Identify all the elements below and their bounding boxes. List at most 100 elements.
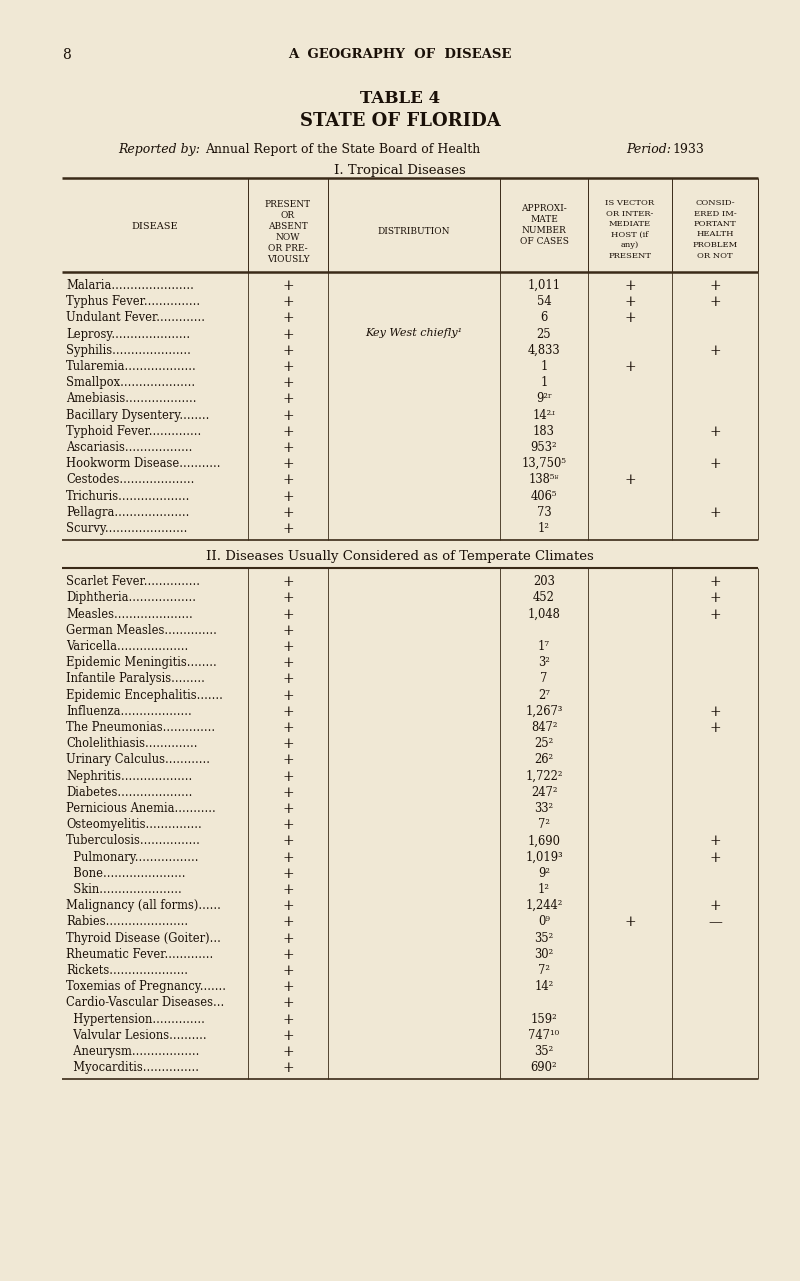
Text: +: + <box>282 1029 294 1043</box>
Text: +: + <box>624 916 636 930</box>
Text: 9²ʳ: 9²ʳ <box>536 392 552 405</box>
Text: Malaria......................: Malaria...................... <box>66 279 194 292</box>
Text: 1933: 1933 <box>672 143 704 156</box>
Text: +: + <box>282 624 294 638</box>
Text: +: + <box>709 851 721 865</box>
Text: 0⁹: 0⁹ <box>538 916 550 929</box>
Text: PRESENT: PRESENT <box>609 251 651 260</box>
Text: Period:: Period: <box>626 143 671 156</box>
Text: +: + <box>282 640 294 655</box>
Text: 1,690: 1,690 <box>527 834 561 848</box>
Text: +: + <box>282 819 294 833</box>
Text: Infantile Paralysis.........: Infantile Paralysis......... <box>66 673 205 685</box>
Text: NOW: NOW <box>276 233 300 242</box>
Text: 1,019³: 1,019³ <box>525 851 563 863</box>
Text: 1,011: 1,011 <box>527 279 561 292</box>
Text: 14²: 14² <box>534 980 554 993</box>
Text: +: + <box>282 489 294 503</box>
Text: Influenza...................: Influenza................... <box>66 705 192 717</box>
Text: Ascariasis..................: Ascariasis.................. <box>66 441 192 453</box>
Text: IS VECTOR: IS VECTOR <box>606 199 654 208</box>
Text: 1²: 1² <box>538 521 550 535</box>
Text: +: + <box>282 425 294 439</box>
Text: 1: 1 <box>540 377 548 389</box>
Text: VIOUSLY: VIOUSLY <box>266 255 310 264</box>
Text: 6: 6 <box>540 311 548 324</box>
Text: +: + <box>282 311 294 325</box>
Text: 35²: 35² <box>534 931 554 944</box>
Text: 690²: 690² <box>530 1061 558 1075</box>
Text: +: + <box>282 785 294 799</box>
Text: Tuberculosis................: Tuberculosis................ <box>66 834 201 848</box>
Text: 1⁷: 1⁷ <box>538 640 550 653</box>
Text: Undulant Fever.............: Undulant Fever............. <box>66 311 205 324</box>
Text: Cholelithiasis..............: Cholelithiasis.............. <box>66 737 198 751</box>
Text: Annual Report of the State Board of Health: Annual Report of the State Board of Heal… <box>205 143 480 156</box>
Text: +: + <box>282 474 294 487</box>
Text: Pernicious Anemia...........: Pernicious Anemia........... <box>66 802 216 815</box>
Text: Smallpox....................: Smallpox.................... <box>66 377 195 389</box>
Text: 13,750⁵: 13,750⁵ <box>522 457 566 470</box>
Text: Diphtheria..................: Diphtheria.................. <box>66 592 196 605</box>
Text: Osteomyelitis...............: Osteomyelitis............... <box>66 819 202 831</box>
Text: Urinary Calculus............: Urinary Calculus............ <box>66 753 210 766</box>
Text: PROBLEM: PROBLEM <box>692 241 738 249</box>
Text: +: + <box>709 457 721 471</box>
Text: +: + <box>282 441 294 455</box>
Text: +: + <box>282 689 294 702</box>
Text: ERED IM-: ERED IM- <box>694 210 736 218</box>
Text: +: + <box>282 948 294 962</box>
Text: Leprosy.....................: Leprosy..................... <box>66 328 190 341</box>
Text: A  GEOGRAPHY  OF  DISEASE: A GEOGRAPHY OF DISEASE <box>288 47 512 61</box>
Text: MATE: MATE <box>530 215 558 224</box>
Text: 7²: 7² <box>538 819 550 831</box>
Text: 7: 7 <box>540 673 548 685</box>
Text: Diabetes....................: Diabetes.................... <box>66 785 192 799</box>
Text: Nephritis...................: Nephritis................... <box>66 770 192 783</box>
Text: Scarlet Fever...............: Scarlet Fever............... <box>66 575 200 588</box>
Text: Typhus Fever...............: Typhus Fever............... <box>66 295 200 309</box>
Text: 953²: 953² <box>530 441 558 453</box>
Text: German Measles..............: German Measles.............. <box>66 624 217 637</box>
Text: +: + <box>709 705 721 719</box>
Text: 25: 25 <box>537 328 551 341</box>
Text: +: + <box>282 1045 294 1059</box>
Text: TABLE 4: TABLE 4 <box>360 90 440 108</box>
Text: Tularemia...................: Tularemia................... <box>66 360 197 373</box>
Text: Varicella...................: Varicella................... <box>66 640 188 653</box>
Text: +: + <box>282 575 294 589</box>
Text: +: + <box>282 1061 294 1075</box>
Text: +: + <box>282 931 294 945</box>
Text: 452: 452 <box>533 592 555 605</box>
Text: +: + <box>624 295 636 309</box>
Text: +: + <box>709 575 721 589</box>
Text: Hypertension..............: Hypertension.............. <box>66 1012 205 1026</box>
Text: +: + <box>282 802 294 816</box>
Text: 25²: 25² <box>534 737 554 751</box>
Text: 1,244²: 1,244² <box>526 899 562 912</box>
Text: +: + <box>709 295 721 309</box>
Text: +: + <box>282 592 294 606</box>
Text: DISTRIBUTION: DISTRIBUTION <box>378 227 450 236</box>
Text: 30²: 30² <box>534 948 554 961</box>
Text: Typhoid Fever..............: Typhoid Fever.............. <box>66 425 202 438</box>
Text: 26²: 26² <box>534 753 554 766</box>
Text: Pulmonary.................: Pulmonary................. <box>66 851 198 863</box>
Text: +: + <box>282 980 294 994</box>
Text: +: + <box>282 965 294 977</box>
Text: Bacillary Dysentery........: Bacillary Dysentery........ <box>66 409 210 421</box>
Text: +: + <box>282 607 294 621</box>
Text: +: + <box>282 916 294 930</box>
Text: HOST (if: HOST (if <box>611 231 649 238</box>
Text: +: + <box>709 343 721 357</box>
Text: PORTANT: PORTANT <box>694 220 736 228</box>
Text: DISEASE: DISEASE <box>132 222 178 231</box>
Text: STATE OF FLORIDA: STATE OF FLORIDA <box>300 111 500 129</box>
Text: Epidemic Encephalitis.......: Epidemic Encephalitis....... <box>66 689 223 702</box>
Text: Hookworm Disease...........: Hookworm Disease........... <box>66 457 221 470</box>
Text: +: + <box>282 1012 294 1026</box>
Text: +: + <box>624 279 636 293</box>
Text: 4,833: 4,833 <box>528 343 560 357</box>
Text: +: + <box>282 377 294 391</box>
Text: +: + <box>282 867 294 881</box>
